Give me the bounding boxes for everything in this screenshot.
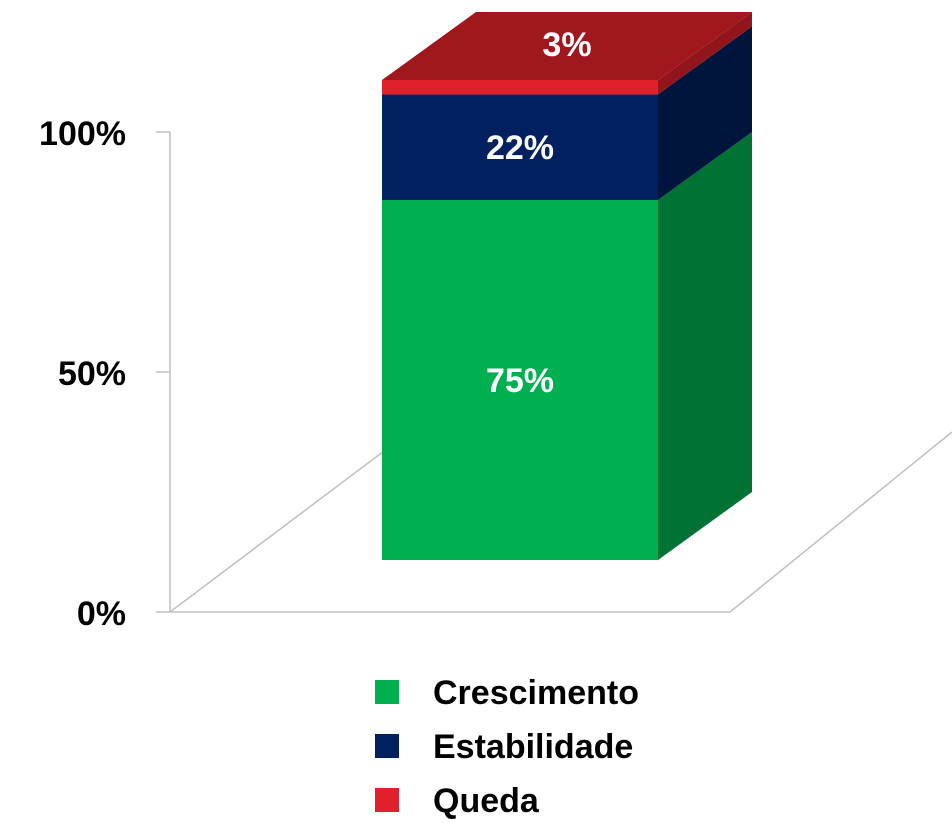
floor-edge — [169, 444, 393, 613]
data-label: 75% — [486, 362, 554, 400]
bar-segment — [382, 80, 658, 95]
data-label: 22% — [486, 129, 554, 167]
bar-side — [658, 132, 752, 560]
y-tick-label: 100% — [39, 115, 126, 153]
bar-top — [382, 12, 752, 80]
floor-edge — [170, 431, 952, 613]
legend-swatch — [375, 734, 399, 758]
bar-segment — [382, 200, 658, 560]
data-label: 3% — [542, 26, 591, 64]
y-tick-label: 0% — [77, 595, 126, 633]
y-tick-label: 50% — [58, 355, 126, 393]
bar-segment — [382, 94, 658, 200]
bar-side — [658, 12, 752, 95]
legend-swatch — [375, 788, 399, 812]
legend-swatch — [375, 680, 399, 704]
floor — [169, 431, 952, 613]
legend-label: Estabilidade — [433, 728, 633, 766]
legend-label: Queda — [433, 782, 540, 820]
bar-side — [658, 26, 752, 201]
legend-label: Crescimento — [433, 674, 639, 712]
